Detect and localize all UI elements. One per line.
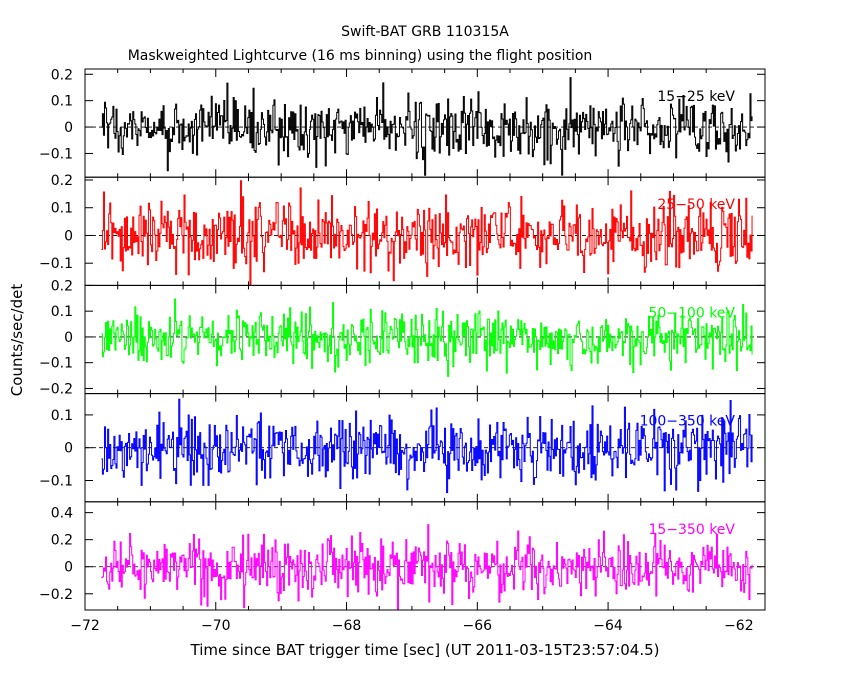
- panel-100-350-kev: −0.1 0 0.1 100−350 keV: [39, 393, 766, 503]
- band-label: 100−350 keV: [640, 414, 736, 430]
- series-line: [101, 180, 753, 286]
- band-label: 15−350 keV: [648, 522, 735, 538]
- y-tick-label: −0.2: [39, 381, 73, 397]
- y-tick-label: −0.1: [39, 256, 73, 272]
- x-axis: −72 −70 −68 −66 −64 −62: [70, 618, 753, 634]
- series-line: [101, 298, 753, 377]
- y-tick-label: −0.1: [39, 473, 73, 489]
- panel-frame: [84, 176, 766, 286]
- band-label: 15−25 keV: [657, 89, 735, 105]
- series-line: [101, 77, 753, 176]
- y-tick-label: 0.2: [51, 533, 73, 549]
- y-tick-label: 0: [64, 560, 73, 576]
- panel-frame: [84, 501, 766, 611]
- x-tick-label: −68: [332, 618, 362, 634]
- y-tick-label: 0.2: [51, 173, 73, 189]
- y-tick-label: 0: [64, 120, 73, 136]
- y-tick-label: 0.4: [51, 506, 73, 522]
- y-tick-label: 0.1: [51, 201, 73, 217]
- y-tick-label: 0.1: [51, 304, 73, 320]
- band-label: 25−50 keV: [657, 197, 735, 213]
- panels-group: −0.1 0 0.1 0.2 15−25 keV −0.1 0 0.1 0.2 25−50 keV…: [39, 67, 766, 611]
- y-tick-label: 0.2: [51, 67, 73, 83]
- y-tick-label: 0.1: [51, 94, 73, 110]
- panel-15-25-kev: −0.1 0 0.1 0.2 15−25 keV: [39, 67, 766, 178]
- y-axis-label: Counts/sec/det: [8, 284, 26, 397]
- x-tick-label: −72: [70, 618, 100, 634]
- x-tick-label: −62: [724, 618, 754, 634]
- y-tick-label: 0: [64, 228, 73, 244]
- y-tick-label: 0: [64, 330, 73, 346]
- y-tick-label: 0: [64, 441, 73, 457]
- chart-subtitle: Maskweighted Lightcurve (16 ms binning) …: [128, 48, 593, 64]
- x-tick-label: −70: [201, 618, 231, 634]
- panel-15-350-kev: −0.2 0 0.2 0.4 15−350 keV: [39, 501, 766, 611]
- y-tick-label: −0.1: [39, 146, 73, 162]
- y-tick-label: 0.2: [51, 278, 73, 294]
- x-axis-label: Time since BAT trigger time [sec] (UT 20…: [190, 641, 660, 659]
- panel-50-100-kev: −0.2 −0.1 0 0.1 0.2 50−100 keV: [39, 278, 766, 397]
- band-label: 50−100 keV: [648, 305, 735, 321]
- x-tick-label: −66: [463, 618, 493, 634]
- y-tick-label: −0.2: [39, 587, 73, 603]
- chart-title: Swift-BAT GRB 110315A: [341, 24, 509, 40]
- series-line: [101, 524, 753, 610]
- panel-25-50-kev: −0.1 0 0.1 0.2 25−50 keV: [39, 173, 766, 286]
- x-tick-label: −64: [593, 618, 623, 634]
- series-line: [101, 398, 753, 494]
- y-tick-label: 0.1: [51, 408, 73, 424]
- y-tick-label: −0.1: [39, 356, 73, 372]
